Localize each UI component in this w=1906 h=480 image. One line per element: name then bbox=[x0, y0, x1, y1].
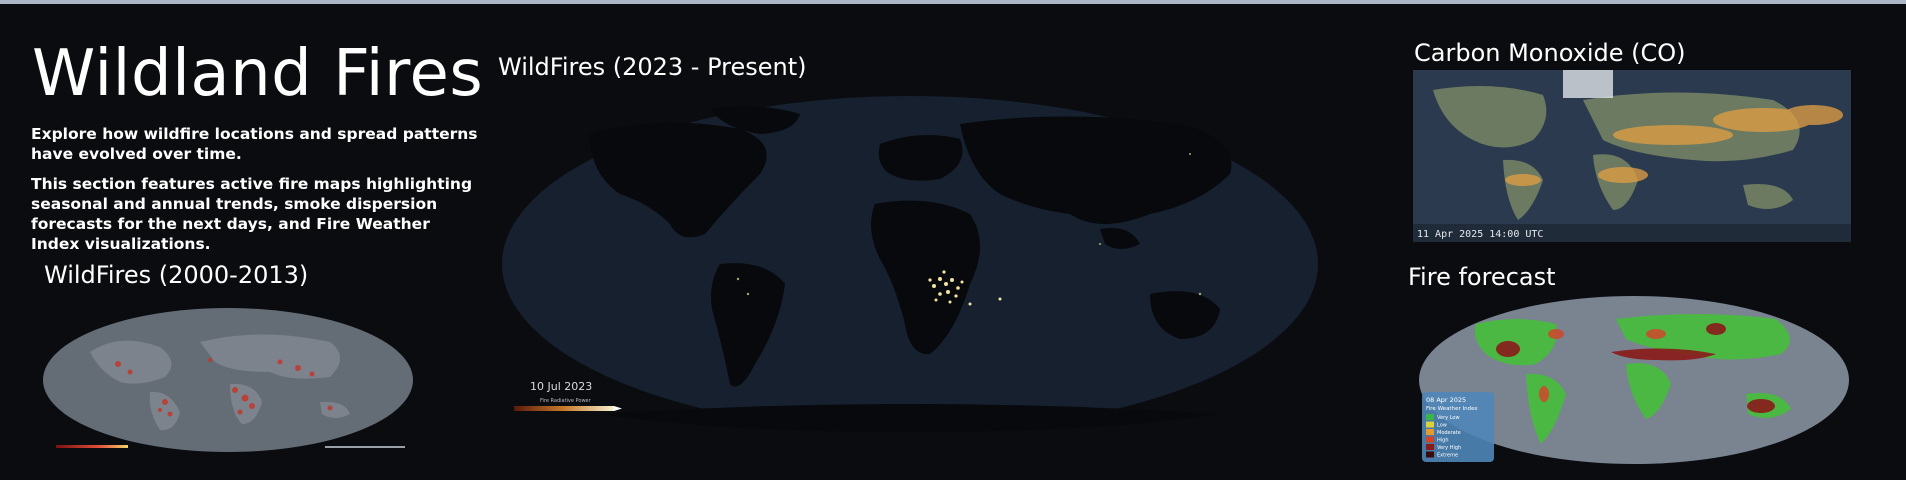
legend-arrow bbox=[614, 406, 622, 411]
globe-ellipse bbox=[43, 308, 413, 452]
date-label: 10 Jul 2023 bbox=[530, 380, 592, 393]
carbon-monoxide-heading: Carbon Monoxide (CO) bbox=[1414, 39, 1686, 67]
forecast-legend-swatch bbox=[1426, 414, 1434, 420]
legend-bar bbox=[514, 406, 614, 411]
land-masses bbox=[90, 334, 350, 431]
co-footer bbox=[1413, 224, 1851, 242]
forecast-moderate-risk bbox=[1539, 329, 1666, 402]
forecast-legend-swatch bbox=[1426, 429, 1434, 435]
fire-scatter bbox=[736, 153, 1202, 296]
legend-title: Fire Radiative Power bbox=[540, 398, 592, 404]
forecast-legend-label: Extreme bbox=[1437, 453, 1458, 459]
forecast-legend bbox=[1422, 392, 1494, 462]
carbon-monoxide-map[interactable]: 11 Apr 2025 14:00 UTC bbox=[1413, 70, 1851, 242]
legend-bar bbox=[56, 445, 128, 448]
wildfires-2023-present-heading: WildFires (2023 - Present) bbox=[498, 53, 807, 81]
forecast-high-risk bbox=[1496, 323, 1775, 413]
fire-forecast-heading: Fire forecast bbox=[1408, 263, 1556, 291]
co-plumes bbox=[1505, 105, 1843, 186]
forecast-legend-label: High bbox=[1437, 438, 1449, 444]
greenland bbox=[1563, 70, 1613, 98]
page-title: Wildland Fires bbox=[32, 37, 484, 111]
time-bar bbox=[325, 446, 405, 448]
forecast-legend-date: 08 Apr 2025 bbox=[1426, 396, 1466, 404]
forecast-legend-label: Moderate bbox=[1437, 430, 1461, 436]
continents bbox=[590, 106, 1232, 432]
fire-hotspots bbox=[115, 358, 333, 417]
forecast-legend-label: Very High bbox=[1437, 445, 1461, 451]
intro-paragraph-1: Explore how wildfire locations and sprea… bbox=[31, 125, 478, 163]
forecast-legend-swatch bbox=[1426, 436, 1434, 443]
wildfires-2000-2013-map[interactable] bbox=[30, 302, 430, 462]
forecast-legend-swatch bbox=[1426, 451, 1434, 458]
forecast-legend-swatch bbox=[1426, 444, 1434, 450]
wildfires-2023-present-map[interactable]: 10 Jul 2023 Fire Radiative Power bbox=[500, 94, 1320, 434]
fire-cluster-africa bbox=[928, 270, 1002, 306]
forecast-legend-label: Very Low bbox=[1437, 415, 1460, 421]
fire-forecast-map[interactable]: 08 Apr 2025 Fire Weather Index Very Low L… bbox=[1416, 294, 1852, 466]
forecast-legend-title: Fire Weather Index bbox=[1426, 406, 1478, 412]
intro-paragraph-2: This section features active fire maps h… bbox=[31, 175, 473, 253]
intro-text: Explore how wildfire locations and sprea… bbox=[31, 124, 481, 264]
wildfires-2000-2013-heading: WildFires (2000-2013) bbox=[44, 261, 309, 289]
co-timestamp: 11 Apr 2025 14:00 UTC bbox=[1417, 229, 1543, 240]
forecast-legend-swatch bbox=[1426, 421, 1434, 428]
forecast-legend-label: Low bbox=[1437, 423, 1447, 429]
forecast-land bbox=[1474, 314, 1791, 444]
